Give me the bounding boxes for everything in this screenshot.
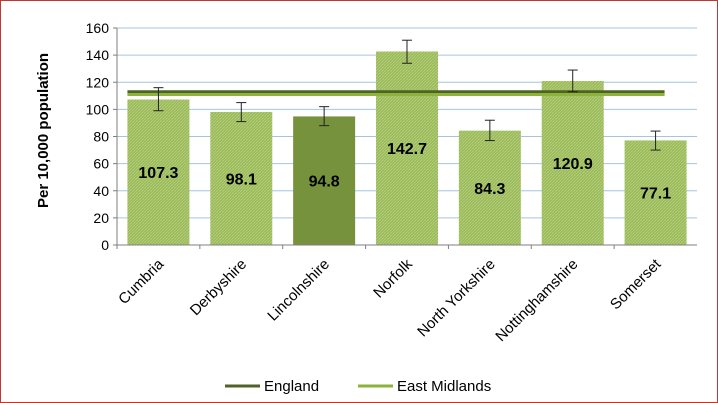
x-axis-category-labels: Cumbria Derbyshire Lincolnshire NorfolkNort…: [115, 245, 665, 345]
y-tick-label: 160: [86, 20, 110, 36]
bar-somerset: [624, 140, 687, 245]
bar-lincolnshire: [293, 116, 356, 246]
data-label-north-yorkshire: 84.3: [474, 181, 505, 198]
legend: England East Midlands: [225, 378, 491, 395]
error-bar-lincolnshire: [319, 106, 330, 127]
bar-cumbria: [127, 99, 190, 246]
bar-nottinghamshire: [541, 81, 604, 245]
bar-derbyshire: [210, 111, 273, 245]
data-label-nottinghamshire: 120.9: [553, 156, 593, 173]
y-tick-label: 120: [86, 74, 110, 90]
bar-norfolk: [376, 51, 438, 246]
y-tick-label: 40: [93, 183, 109, 199]
data-label-norfolk: 142.7: [387, 141, 427, 158]
y-axis-ticks: 0 20 40 60 80 100 120 140 160: [86, 20, 117, 253]
data-label-somerset: 77.1: [640, 186, 671, 203]
y-axis-title: Per 10,000 population: [35, 53, 52, 208]
data-labels: 107.3 98.1 94.8 142.7 84.3 120.9 77.1: [138, 141, 671, 202]
y-tick-label: 140: [86, 47, 110, 63]
error-bar-norfolk: [402, 39, 412, 64]
legend-label-england: England: [264, 378, 319, 395]
error-bars: [153, 39, 661, 151]
category-label-lincolnshire: Lincolnshire: [264, 256, 333, 325]
y-tick-label: 100: [86, 101, 110, 117]
category-label-cumbria: Cumbria: [115, 255, 168, 308]
y-tick-label: 20: [93, 210, 109, 226]
y-tick-label: 80: [93, 129, 109, 145]
category-label-somerset: Somerset: [607, 255, 665, 313]
category-label-norfolk: Norfolk: [370, 255, 416, 301]
category-label-derbyshire: Derbyshire: [187, 256, 250, 319]
bar-north-yorkshire: [458, 130, 521, 245]
category-label-north-yorkshire: North Yorkshire: [414, 256, 499, 341]
legend-label-east-midlands: East Midlands: [397, 378, 491, 395]
data-label-derbyshire: 98.1: [226, 171, 257, 188]
bars: [127, 51, 687, 246]
reference-lines: [127, 90, 665, 96]
error-bar-nottinghamshire: [567, 69, 578, 93]
error-bar-derbyshire: [236, 102, 247, 123]
data-label-lincolnshire: 94.8: [309, 174, 340, 191]
error-bar-somerset: [650, 130, 661, 151]
category-label-nottinghamshire: Nottinghamshire: [492, 256, 581, 345]
error-bar-cumbria: [153, 87, 164, 112]
y-tick-label: 0: [101, 237, 109, 253]
y-tick-label: 60: [93, 156, 109, 172]
error-bar-north-yorkshire: [484, 119, 495, 142]
data-label-cumbria: 107.3: [138, 165, 178, 182]
